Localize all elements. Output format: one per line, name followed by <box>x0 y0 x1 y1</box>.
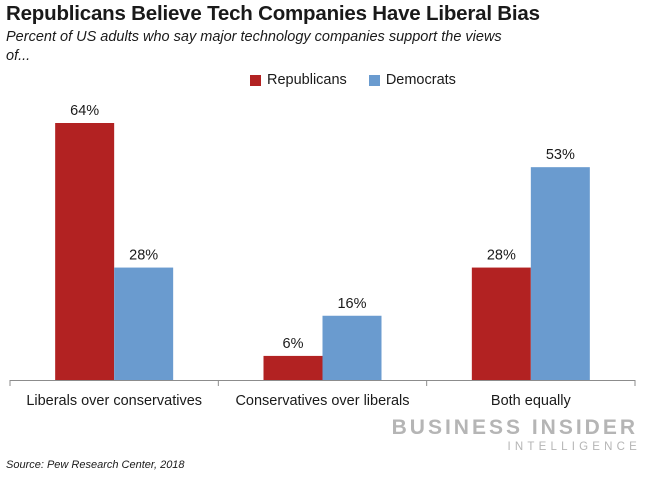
data-label-republicans-1: 6% <box>283 336 304 352</box>
category-label-0: Liberals over conservatives <box>26 393 202 409</box>
data-label-democrats-1: 16% <box>337 296 366 312</box>
bar-democrats-0 <box>114 267 174 380</box>
bar-republicans-2 <box>471 267 531 380</box>
chart-title: Republicans Believe Tech Companies Have … <box>6 2 540 25</box>
legend-label-democrats: Democrats <box>385 72 456 88</box>
category-label-2: Both equally <box>491 393 572 409</box>
category-label-1: Conservatives over liberals <box>235 393 409 409</box>
data-label-republicans-0: 64% <box>70 103 99 119</box>
legend-swatch-republicans <box>250 74 261 86</box>
data-label-democrats-0: 28% <box>129 248 158 264</box>
source-note: Source: Pew Research Center, 2018 <box>6 459 185 471</box>
legend-swatch-democrats <box>368 74 380 86</box>
legend-label-republicans: Republicans <box>267 72 347 88</box>
bar-democrats-2 <box>530 167 590 380</box>
logo-sub-text: INTELLIGENCE <box>507 441 641 453</box>
legend: Republicans Democrats <box>250 72 478 88</box>
bar-republicans-0 <box>55 123 115 380</box>
legend-item-democrats: Democrats <box>368 72 456 88</box>
data-label-republicans-2: 28% <box>487 248 516 264</box>
legend-item-republicans: Republicans <box>250 72 347 88</box>
bar-democrats-1 <box>322 315 382 380</box>
bar-republicans-1 <box>263 355 323 380</box>
chart-subtitle: Percent of US adults who say major techn… <box>6 29 502 64</box>
data-label-democrats-2: 53% <box>546 147 575 163</box>
business-insider-logo: BUSINESS INSIDER INTELLIGENCE <box>392 417 638 455</box>
logo-main-text: BUSINESS INSIDER <box>391 416 638 439</box>
